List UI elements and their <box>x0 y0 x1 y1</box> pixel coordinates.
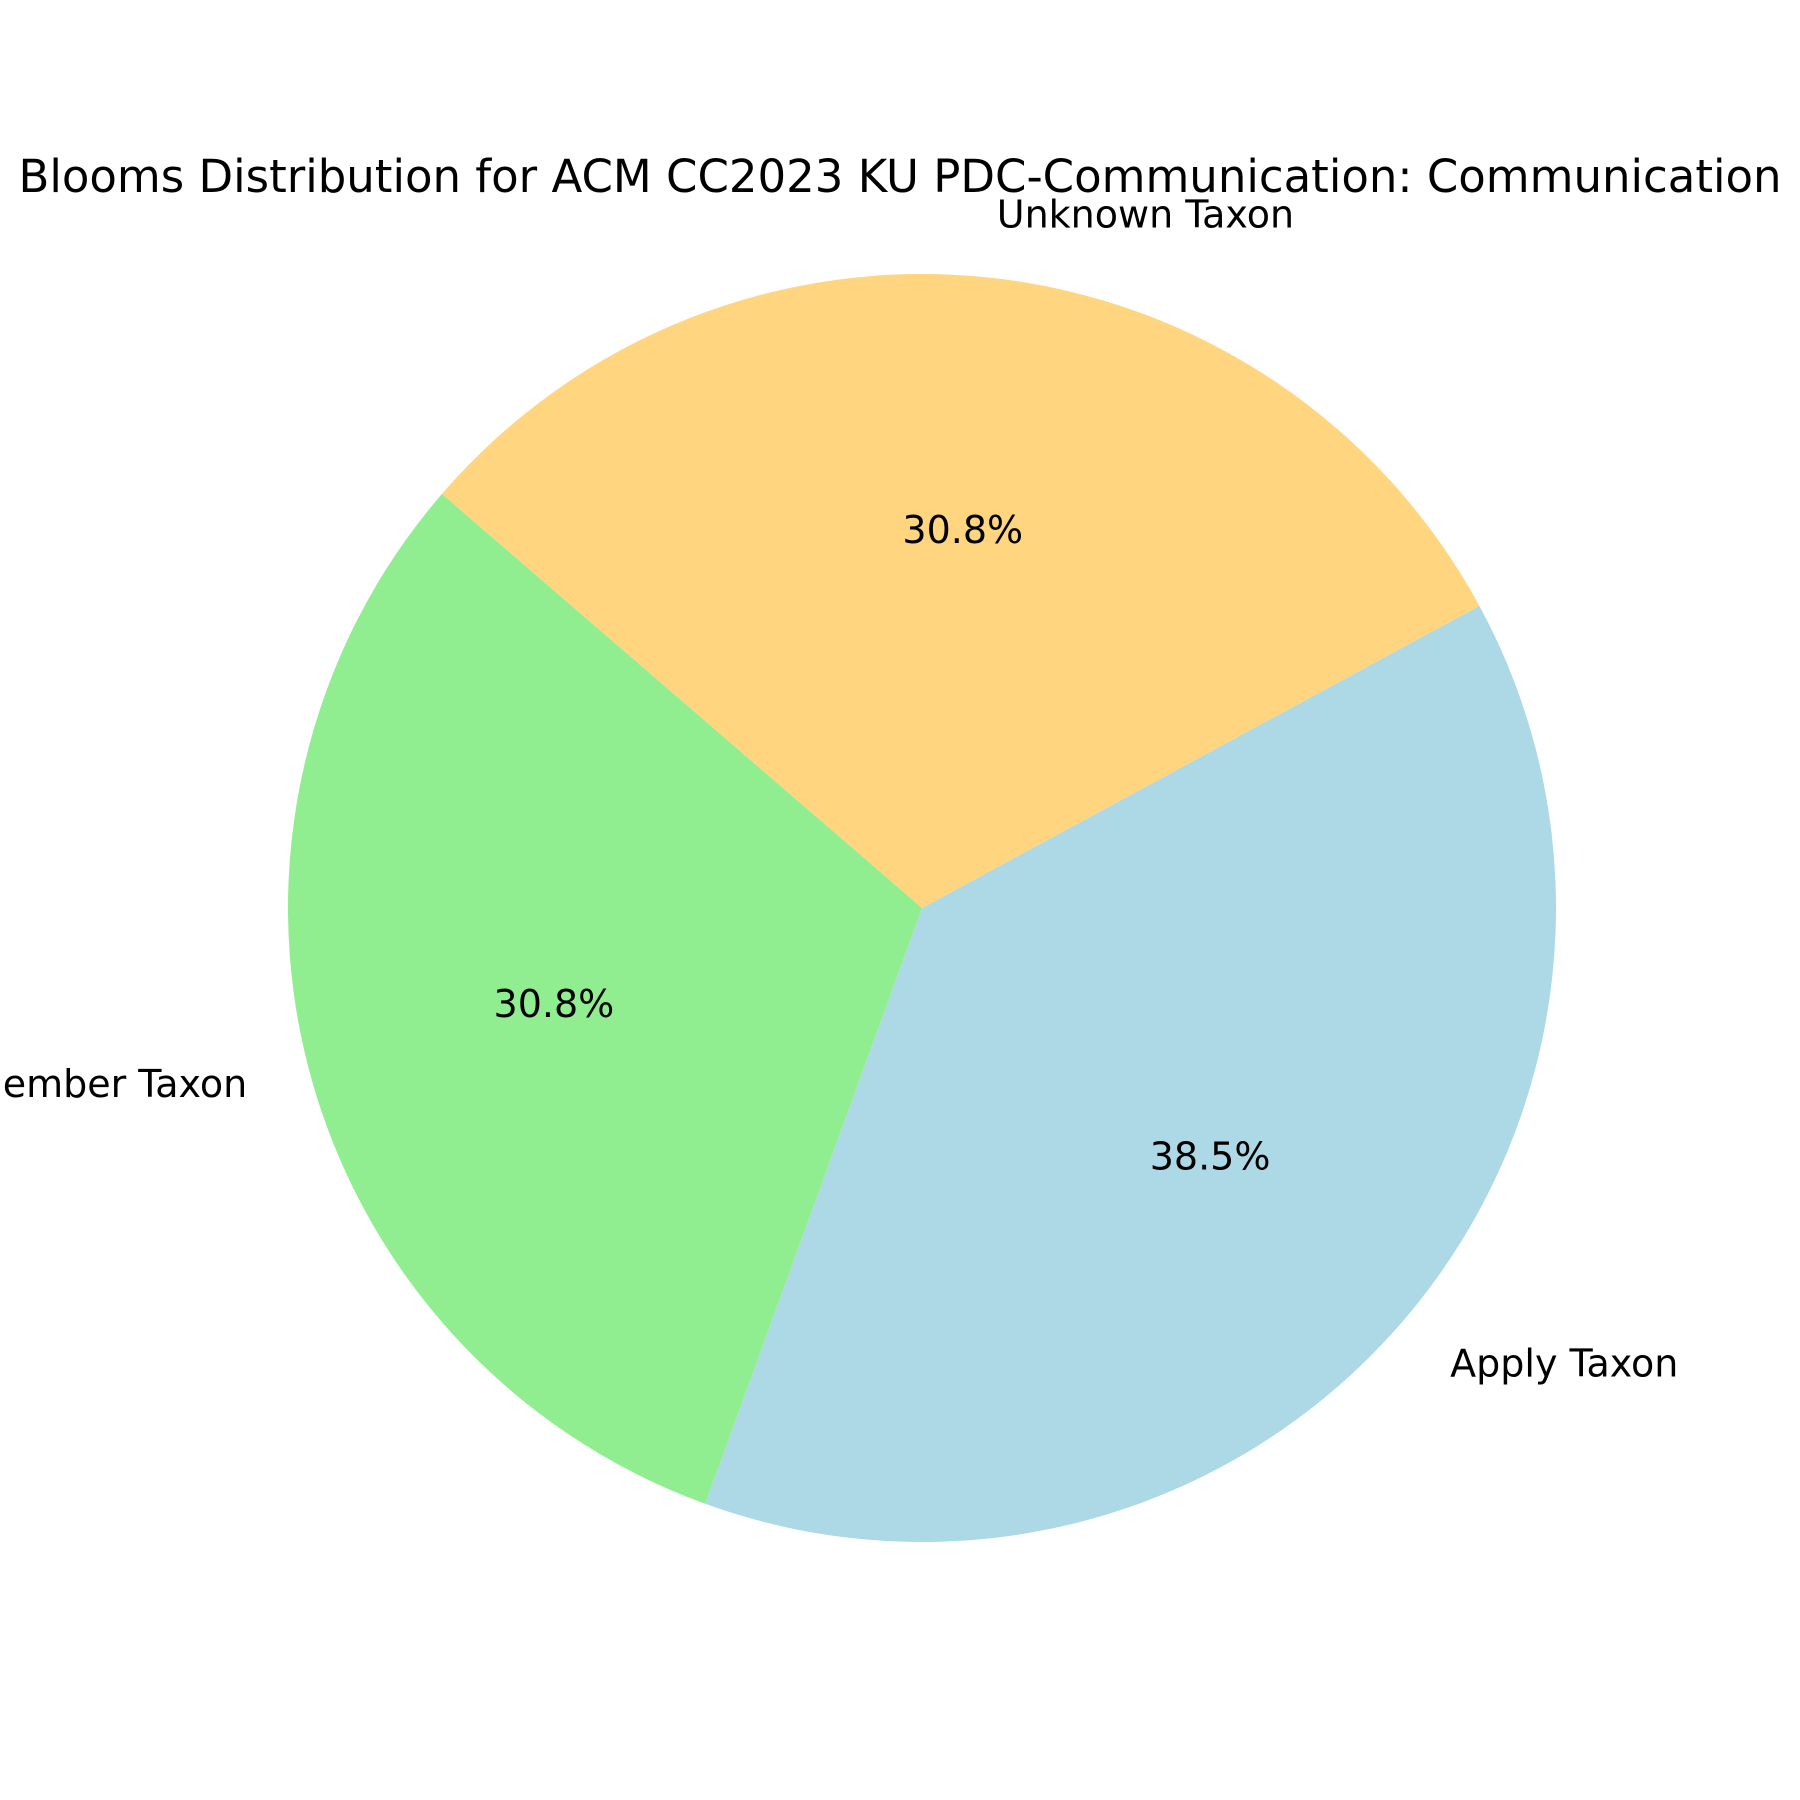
pie-slice-unknown-taxon <box>441 273 1480 909</box>
pie-slices <box>287 273 1557 1542</box>
percent-label-unknown-taxon: 30.8% <box>902 508 1023 552</box>
pie-slice-apply-taxon <box>705 605 1557 1542</box>
slice-label-remember-taxon: Remember Taxon <box>0 1062 247 1106</box>
percent-label-remember-taxon: 30.8% <box>494 982 615 1026</box>
pie-slice-remember-taxon <box>287 493 923 1504</box>
slice-label-unknown-taxon: Unknown Taxon <box>997 193 1294 237</box>
slice-label-apply-taxon: Apply Taxon <box>1450 1341 1678 1385</box>
percent-label-apply-taxon: 38.5% <box>1150 1134 1271 1178</box>
pie-labels: Apply Taxon 38.5% Unknown Taxon 30.8% Rememb… <box>0 193 1678 1386</box>
chart-title: Blooms Distribution for ACM CC2023 KU PD… <box>18 150 1781 203</box>
